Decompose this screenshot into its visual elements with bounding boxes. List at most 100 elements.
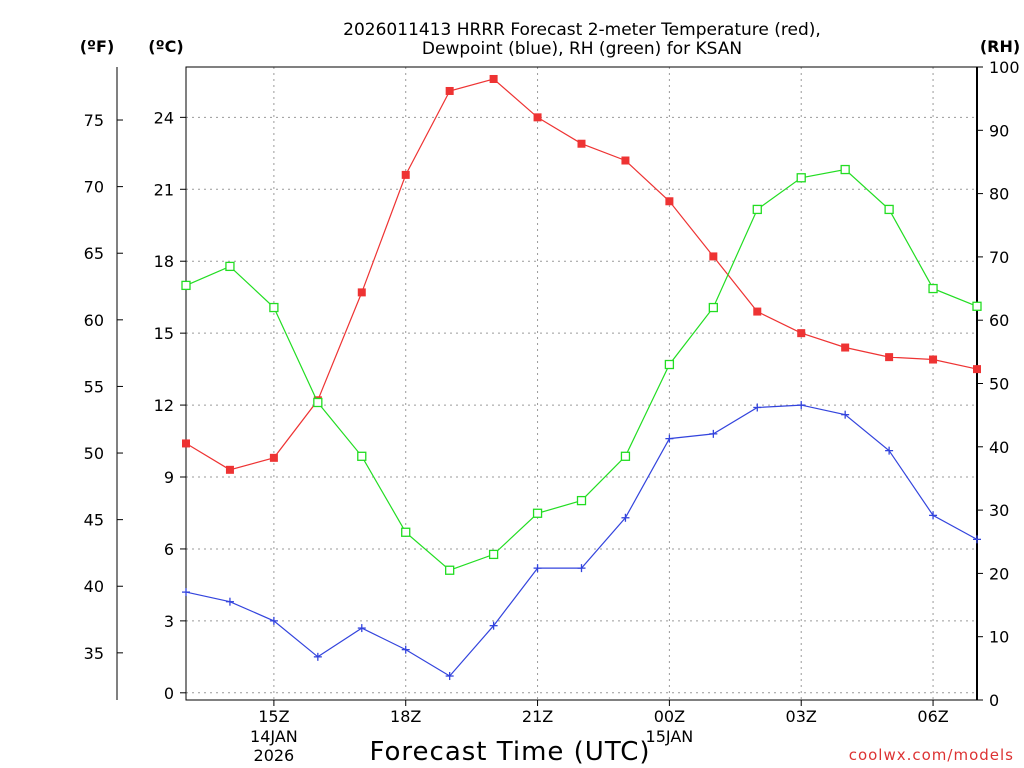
temperature-point — [533, 113, 542, 122]
rh-tick-label: 60 — [989, 311, 1009, 330]
temperature-point — [182, 439, 190, 448]
celsius-tick-label: 3 — [164, 612, 174, 631]
x-tick-label: 00Z — [654, 707, 685, 726]
rh-tick-label: 50 — [989, 375, 1009, 394]
fahrenheit-tick-label: 35 — [84, 644, 104, 663]
celsius-tick-label: 24 — [154, 108, 174, 127]
rh-point — [269, 302, 279, 313]
fahrenheit-tick-label: 70 — [84, 178, 104, 197]
dewpoint-point — [401, 645, 410, 654]
rh-series-line — [185, 168, 978, 571]
axes: 0 3 6 9 12 15 18 21 24 35 40 45 50 55 60 65 70 75 0 10 20 30 4… — [84, 58, 1020, 765]
temperature-point — [753, 307, 762, 316]
temperature-point — [841, 343, 850, 352]
temperature-point — [577, 139, 586, 148]
rh-point — [928, 283, 938, 294]
fahrenheit-tick-label: 65 — [84, 244, 104, 263]
temperature-point — [665, 197, 674, 206]
fahrenheit-tick-label: 75 — [84, 111, 104, 130]
x-tick-label: 21Z — [522, 707, 553, 726]
temperature-point — [489, 74, 498, 83]
rh-tick-label: 0 — [989, 691, 999, 710]
dewpoint-point — [753, 403, 762, 412]
dewpoint-point — [621, 513, 630, 522]
rh-point — [401, 527, 411, 537]
rh-point — [752, 204, 762, 215]
x-tick-label: 18Z — [390, 707, 421, 726]
rh-point — [532, 508, 543, 518]
temperature-point — [225, 465, 234, 474]
dewpoint-point — [225, 597, 234, 606]
rh-point — [840, 164, 850, 175]
gridlines — [186, 67, 977, 700]
temperature-point — [445, 86, 454, 95]
celsius-tick-label: 18 — [154, 252, 174, 271]
x-tick-sublabel: 2026 — [254, 746, 295, 765]
rh-tick-label: 30 — [989, 501, 1009, 520]
rh-tick-label: 40 — [989, 438, 1009, 457]
rh-point — [225, 261, 235, 272]
rh-tick-label: 70 — [989, 248, 1009, 267]
rh-unit-label: (RH) — [980, 37, 1020, 56]
rh-point — [972, 301, 982, 311]
temperature-point — [709, 252, 718, 261]
fahrenheit-tick-label: 55 — [84, 377, 104, 396]
chart-title-line-2: Dewpoint (blue), RH (green) for KSAN — [422, 39, 742, 59]
rh-point — [576, 495, 587, 506]
temperature-point — [357, 288, 366, 297]
chart-title-line-1: 2026011413 HRRR Forecast 2-meter Tempera… — [343, 20, 821, 40]
temperature-point — [401, 170, 410, 179]
rh-point — [445, 565, 455, 575]
x-tick-label: 03Z — [786, 707, 817, 726]
dewpoint-point — [973, 535, 981, 544]
rh-point — [884, 204, 894, 215]
x-axis-label: Forecast Time (UTC) — [369, 737, 650, 767]
dewpoint-point — [182, 588, 190, 597]
rh-tick-label: 80 — [989, 185, 1009, 204]
celsius-tick-label: 0 — [164, 684, 174, 703]
rh-tick-label: 90 — [989, 121, 1009, 140]
dewpoint-point — [445, 672, 454, 681]
celsius-tick-label: 9 — [164, 468, 174, 487]
temperature-point — [973, 365, 981, 374]
dewpoint-point — [797, 401, 806, 410]
rh-point — [664, 359, 675, 370]
plot-frame — [185, 66, 978, 701]
fahrenheit-tick-label: 45 — [84, 511, 104, 530]
dewpoint-point — [929, 511, 938, 520]
dewpoint-point — [885, 446, 894, 455]
rh-point — [181, 280, 191, 291]
fahrenheit-tick-label: 40 — [84, 577, 104, 596]
fahrenheit-unit-label: (ºF) — [80, 37, 115, 56]
temperature-point — [269, 453, 278, 462]
rh-point — [488, 549, 499, 560]
fahrenheit-tick-label: 50 — [84, 444, 104, 463]
x-tick-label: 06Z — [917, 707, 948, 726]
rh-point — [357, 451, 367, 461]
rh-tick-label: 100 — [989, 58, 1020, 77]
celsius-tick-label: 6 — [164, 540, 174, 559]
x-tick-sublabel: 15JAN — [646, 727, 694, 746]
celsius-tick-label: 15 — [154, 324, 174, 343]
dewpoint-point — [269, 616, 278, 625]
watermark: coolwx.com/models — [849, 746, 1014, 764]
celsius-tick-label: 21 — [154, 180, 174, 199]
fahrenheit-tick-label: 60 — [84, 311, 104, 330]
rh-point — [708, 302, 718, 313]
dewpoint-point — [313, 652, 322, 661]
dewpoint-point — [357, 624, 366, 633]
rh-point — [313, 397, 323, 408]
temperature-series-line — [185, 78, 978, 471]
temperature-point — [621, 156, 630, 165]
celsius-tick-label: 12 — [154, 396, 174, 415]
dewpoint-point — [577, 564, 586, 573]
series-layer — [181, 74, 982, 681]
dewpoint-series-line — [185, 404, 978, 677]
rh-point — [620, 451, 631, 461]
celsius-unit-label: (ºC) — [148, 37, 183, 56]
rh-tick-label: 20 — [989, 564, 1009, 583]
rh-tick-label: 10 — [989, 628, 1009, 647]
x-tick-sublabel: 14JAN — [250, 727, 298, 746]
dewpoint-point — [665, 434, 674, 443]
